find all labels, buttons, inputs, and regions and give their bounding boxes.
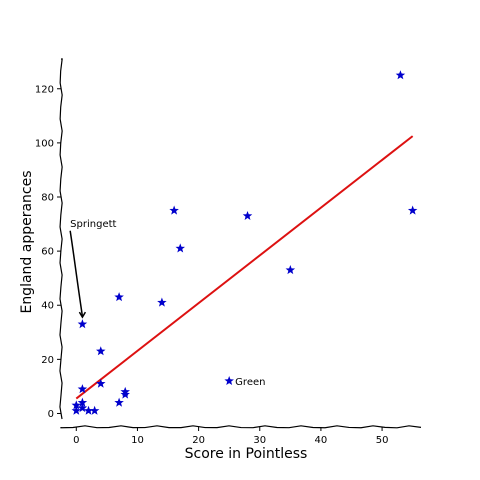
data-point-star [71, 405, 82, 415]
data-point-star [285, 265, 296, 275]
data-point-star [77, 319, 88, 329]
data-point-star [96, 378, 106, 388]
x-tick-label: 0 [73, 435, 79, 446]
x-axis-label: Score in Pointless [185, 446, 308, 462]
data-point-star [77, 397, 88, 407]
x-tick-label: 40 [315, 435, 328, 446]
annotation-arrow [69, 230, 84, 317]
data-point-star [407, 205, 418, 215]
y-axis-line [59, 58, 63, 420]
data-point-star [71, 400, 82, 410]
annotation-green: Green [235, 377, 265, 388]
data-point-star [77, 403, 88, 413]
axes: 0 10 20 30 40 50 0 20 40 60 80 100 120 [35, 58, 422, 446]
data-point-star [77, 384, 88, 394]
data-point-star [83, 405, 94, 415]
data-point-star [224, 376, 234, 386]
annotation-arrowhead [78, 311, 87, 319]
y-tick-label: 100 [35, 138, 54, 149]
y-axis-label: England apperances [19, 170, 35, 313]
y-tick-label: 80 [41, 193, 54, 204]
data-point-star [242, 210, 253, 220]
annotations: Springett Green [69, 219, 265, 388]
y-tick-label: 0 [48, 409, 54, 420]
data-point-star [114, 292, 124, 302]
data-point-star [120, 389, 130, 399]
trend-line [75, 135, 414, 400]
y-tick-label: 40 [41, 301, 54, 312]
annotation-springett: Springett [70, 219, 116, 230]
data-points [71, 70, 418, 415]
y-tick-label: 120 [35, 84, 54, 95]
y-tick-label: 20 [41, 355, 54, 366]
data-point-star [175, 243, 186, 253]
x-tick-label: 30 [253, 435, 266, 446]
x-tick-label: 20 [192, 435, 205, 446]
data-point-star [157, 297, 167, 307]
x-tick-label: 10 [131, 435, 144, 446]
data-point-star [169, 205, 179, 215]
y-tick-label: 60 [41, 247, 54, 258]
data-point-star [96, 346, 106, 356]
x-axis-line [60, 425, 422, 429]
data-point-star [114, 397, 124, 407]
x-tick-label: 50 [376, 435, 389, 446]
data-point-star [89, 405, 100, 415]
data-point-star [395, 70, 406, 80]
trend-line-group [75, 135, 414, 400]
